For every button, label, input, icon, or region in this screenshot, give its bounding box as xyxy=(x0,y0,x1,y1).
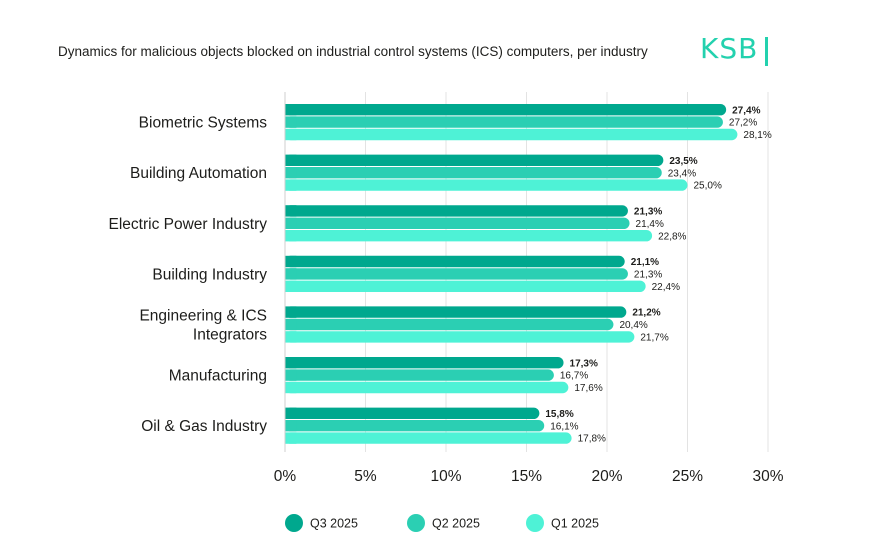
bar xyxy=(285,154,664,166)
data-label: 21,1% xyxy=(631,257,659,268)
bar xyxy=(285,357,564,369)
bar-square-end xyxy=(285,104,297,116)
data-label: 21,2% xyxy=(632,308,660,319)
data-label: 22,4% xyxy=(652,282,680,293)
category-label: Building Industry xyxy=(152,266,267,283)
bar-square-end xyxy=(285,179,297,191)
legend-swatch xyxy=(526,514,544,532)
x-tick-label: 25% xyxy=(672,468,703,485)
bar xyxy=(285,217,630,229)
bar-square-end xyxy=(285,217,297,229)
bar-square-end xyxy=(285,420,297,432)
bar-square-end xyxy=(285,318,297,331)
data-label: 16,7% xyxy=(560,371,588,382)
bar-square-end xyxy=(285,167,297,179)
category-label: Electric Power Industry xyxy=(109,216,268,233)
bar-square-end xyxy=(285,268,297,280)
bar xyxy=(285,179,688,191)
category-label: Biometric Systems xyxy=(139,115,268,132)
brand-logo-bar xyxy=(765,37,768,66)
category-label: Engineering & ICS xyxy=(139,308,267,325)
data-label: 22,8% xyxy=(658,231,686,242)
data-label: 17,8% xyxy=(578,434,606,445)
brand-logo: KSB xyxy=(700,32,759,65)
bar xyxy=(285,255,625,268)
data-label: 27,4% xyxy=(732,105,760,116)
data-label: 23,5% xyxy=(669,156,697,167)
data-label: 21,3% xyxy=(634,207,662,218)
data-label: 20,4% xyxy=(619,320,647,331)
bar-square-end xyxy=(285,230,297,242)
x-tick-label: 5% xyxy=(354,468,377,485)
chart-title: Dynamics for malicious objects blocked o… xyxy=(58,44,648,59)
bar-square-end xyxy=(285,116,297,128)
legend-label: Q2 2025 xyxy=(432,517,480,531)
bar-square-end xyxy=(285,381,297,394)
data-label: 27,2% xyxy=(729,118,757,129)
bar xyxy=(285,268,628,280)
bar-square-end xyxy=(285,369,297,381)
legend-label: Q3 2025 xyxy=(310,517,358,531)
bar-square-end xyxy=(285,255,297,268)
bar-square-end xyxy=(285,357,297,369)
bar xyxy=(285,318,614,331)
data-label: 23,4% xyxy=(668,168,696,179)
bar-square-end xyxy=(285,154,297,166)
x-tick-label: 20% xyxy=(591,468,622,485)
data-label: 28,1% xyxy=(743,130,771,141)
category-label: Manufacturing xyxy=(169,368,267,385)
bar xyxy=(285,420,545,432)
legend-label: Q1 2025 xyxy=(551,517,599,531)
bar-square-end xyxy=(285,407,297,419)
bar xyxy=(285,432,572,444)
bar xyxy=(285,407,540,419)
bar-square-end xyxy=(285,306,297,318)
bar xyxy=(285,205,628,217)
data-label: 21,4% xyxy=(636,219,664,230)
bar-square-end xyxy=(285,331,297,343)
data-label: 15,8% xyxy=(545,409,573,420)
bar xyxy=(285,306,627,318)
bar-square-end xyxy=(285,205,297,217)
category-label: Oil & Gas Industry xyxy=(141,418,267,435)
x-tick-label: 15% xyxy=(511,468,542,485)
x-tick-label: 30% xyxy=(752,468,783,485)
bar xyxy=(285,116,723,128)
data-label: 21,3% xyxy=(634,270,662,281)
bar xyxy=(285,167,662,179)
bar xyxy=(285,128,738,141)
x-tick-label: 0% xyxy=(274,468,297,485)
bar-square-end xyxy=(285,280,297,292)
bar xyxy=(285,104,727,116)
bar xyxy=(285,331,635,343)
data-label: 17,3% xyxy=(570,358,598,369)
bar xyxy=(285,369,554,381)
legend-swatch xyxy=(407,514,425,532)
data-label: 21,7% xyxy=(640,333,668,344)
data-label: 16,1% xyxy=(550,421,578,432)
bar-square-end xyxy=(285,128,297,141)
legend-swatch xyxy=(285,514,303,532)
x-tick-label: 10% xyxy=(430,468,461,485)
category-label: Building Automation xyxy=(130,165,267,182)
bar xyxy=(285,280,646,292)
data-label: 25,0% xyxy=(694,181,722,192)
data-label: 17,6% xyxy=(574,383,602,394)
bar xyxy=(285,381,569,394)
bar-square-end xyxy=(285,432,297,444)
category-label: Integrators xyxy=(193,327,267,344)
bar xyxy=(285,230,653,242)
